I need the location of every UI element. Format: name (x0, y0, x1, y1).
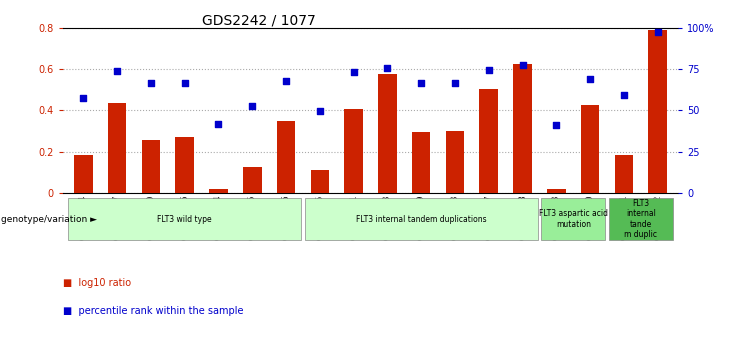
Bar (614, 155, 634, 193)
Text: ■  percentile rank within the sample: ■ percentile rank within the sample (63, 306, 244, 315)
FancyBboxPatch shape (305, 198, 538, 240)
Bar (412, 132, 431, 193)
Point (483, 67, 495, 72)
Point (618, 92, 630, 97)
Point (551, 122, 562, 128)
Bar (581, 105, 599, 193)
Bar (445, 131, 465, 193)
Text: ■  log10 ratio: ■ log10 ratio (63, 278, 131, 288)
Point (314, 108, 326, 114)
Bar (176, 137, 194, 193)
FancyBboxPatch shape (541, 198, 605, 240)
Point (179, 80, 190, 86)
Bar (648, 30, 667, 193)
Bar (310, 170, 329, 193)
Bar (107, 103, 127, 193)
Point (77, 95, 89, 101)
Point (246, 104, 258, 109)
Bar (345, 109, 363, 193)
Point (111, 68, 123, 73)
Bar (276, 121, 296, 193)
Bar (243, 167, 262, 193)
Point (348, 70, 359, 75)
Bar (74, 155, 93, 193)
Point (449, 80, 461, 86)
Bar (142, 140, 160, 193)
FancyBboxPatch shape (68, 198, 302, 240)
Point (213, 121, 225, 126)
Point (584, 76, 596, 82)
Bar (209, 189, 227, 193)
Bar (479, 89, 498, 193)
Text: FLT3 wild type: FLT3 wild type (157, 215, 212, 224)
Point (382, 66, 393, 71)
Bar (547, 189, 565, 193)
Point (415, 80, 427, 86)
Text: FLT3 internal tandem duplications: FLT3 internal tandem duplications (356, 215, 487, 224)
Text: FLT3
internal
tande
m duplic: FLT3 internal tande m duplic (625, 199, 657, 239)
Point (516, 62, 528, 68)
Bar (514, 64, 532, 193)
Bar (378, 74, 396, 193)
FancyBboxPatch shape (609, 198, 673, 240)
Text: genotype/variation ►: genotype/variation ► (1, 215, 98, 224)
Text: GDS2242 / 1077: GDS2242 / 1077 (202, 14, 316, 28)
Point (652, 29, 664, 34)
Point (145, 80, 157, 86)
Text: FLT3 aspartic acid
mutation: FLT3 aspartic acid mutation (539, 209, 608, 229)
Point (280, 79, 292, 84)
